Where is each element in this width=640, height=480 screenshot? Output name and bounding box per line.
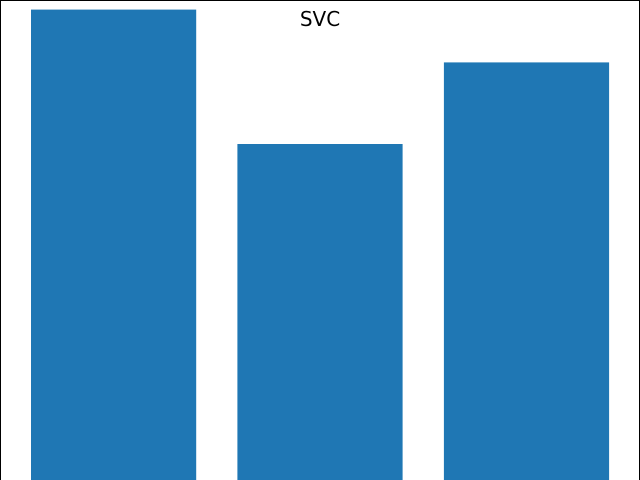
bar-3 [443,62,610,480]
chart-title: SVC [300,7,340,31]
bar-1 [31,9,197,480]
bar-2 [237,144,403,480]
bars-group [31,9,610,480]
